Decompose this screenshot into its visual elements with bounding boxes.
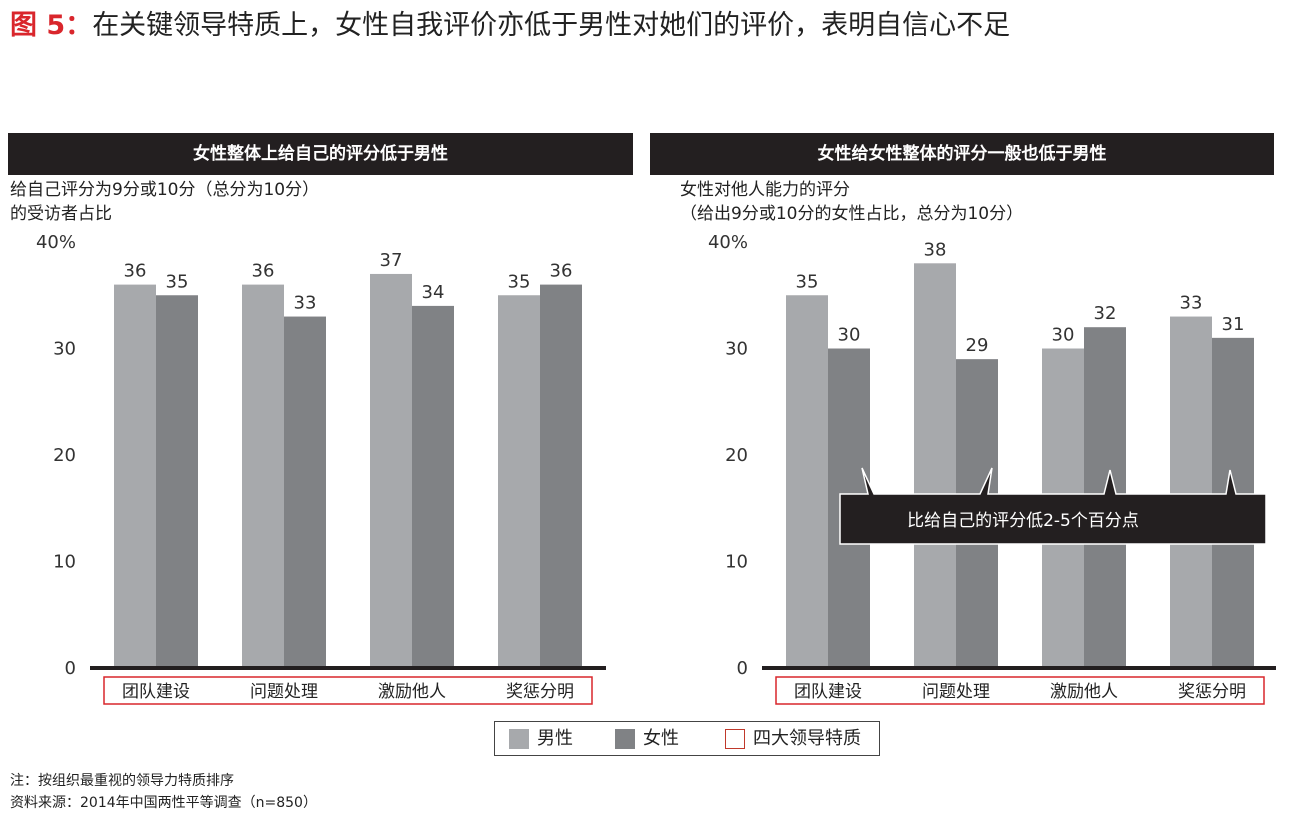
legend-label-female: 女性 [643, 728, 679, 749]
legend: 男性 女性 四大领导特质 [494, 721, 880, 756]
left-value-label-female: 36 [550, 261, 573, 282]
left-ytick-label: 10 [53, 552, 76, 573]
left-bar-male [498, 295, 540, 668]
right-value-label-female: 29 [966, 335, 989, 356]
figure-title: 图 5：在关键领导特质上，女性自我评价亦低于男性对她们的评价，表明自信心不足 [10, 8, 1010, 44]
left-ytick-label: 20 [53, 445, 76, 466]
left-ytick-label: 40% [36, 232, 76, 253]
right-value-label-male: 33 [1180, 293, 1203, 314]
legend-swatch-female [615, 729, 635, 749]
right-category-label: 奖惩分明 [1178, 682, 1246, 702]
right-value-label-male: 35 [796, 271, 819, 292]
left-bar-female [156, 295, 198, 668]
right-category-label: 团队建设 [794, 682, 862, 702]
right-subtitle-line2: （给出9分或10分的女性占比，总分为10分） [680, 204, 1024, 224]
left-value-label-female: 33 [294, 293, 317, 314]
footnote: 注：按组织最重视的领导力特质排序 [10, 773, 234, 789]
left-category-label: 激励他人 [378, 682, 446, 702]
right-category-label: 问题处理 [922, 682, 990, 702]
legend-swatch-traits [725, 729, 745, 749]
source-note: 资料来源：2014年中国两性平等调查（n=850） [10, 795, 317, 811]
right-ytick-label: 40% [708, 232, 748, 253]
left-traits-outline [103, 676, 593, 705]
right-bar-male [786, 295, 828, 668]
figure-label: 图 5： [10, 10, 93, 41]
left-subtitle-line1: 给自己评分为9分或10分（总分为10分） [10, 180, 320, 200]
left-bar-male [370, 273, 412, 668]
left-value-label-male: 35 [508, 271, 531, 292]
right-ytick-label: 20 [725, 445, 748, 466]
right-value-label-male: 38 [924, 239, 947, 260]
right-category-label: 激励他人 [1050, 682, 1118, 702]
right-value-label-female: 30 [838, 325, 861, 346]
legend-swatch-male [509, 729, 529, 749]
left-bar-female [540, 284, 582, 668]
left-category-label: 奖惩分明 [506, 682, 574, 702]
left-category-label: 团队建设 [122, 682, 190, 702]
right-ytick-label: 0 [737, 658, 748, 679]
left-ytick-label: 0 [65, 658, 76, 679]
right-ytick-label: 10 [725, 552, 748, 573]
right-bar-male [914, 263, 956, 668]
right-bar-male [1170, 316, 1212, 668]
left-value-label-male: 36 [124, 261, 147, 282]
right-value-label-male: 30 [1052, 325, 1075, 346]
left-bar-female [412, 305, 454, 668]
left-value-label-male: 37 [380, 250, 403, 271]
left-value-label-female: 34 [422, 282, 445, 303]
left-subtitle-line2: 的受访者占比 [10, 204, 112, 224]
legend-label-traits: 四大领导特质 [753, 728, 861, 749]
figure-title-text: 在关键领导特质上，女性自我评价亦低于男性对她们的评价，表明自信心不足 [92, 10, 1011, 41]
right-panel-header: 女性给女性整体的评分一般也低于男性 [650, 133, 1274, 175]
right-value-label-female: 31 [1222, 314, 1245, 335]
right-value-label-female: 32 [1094, 303, 1117, 324]
left-value-label-female: 35 [166, 271, 189, 292]
right-subtitle-line1: 女性对他人能力的评分 [680, 180, 850, 200]
legend-label-male: 男性 [537, 728, 573, 749]
left-bar-female [284, 316, 326, 668]
left-ytick-label: 30 [53, 339, 76, 360]
right-traits-outline [775, 676, 1265, 705]
left-panel-header: 女性整体上给自己的评分低于男性 [8, 133, 633, 175]
callout-text: 比给自己的评分低2-5个百分点 [907, 511, 1139, 531]
right-ytick-label: 30 [725, 339, 748, 360]
left-category-label: 问题处理 [250, 682, 318, 702]
left-value-label-male: 36 [252, 261, 275, 282]
left-bar-male [242, 284, 284, 668]
callout-box [839, 467, 1267, 545]
left-bar-male [114, 284, 156, 668]
